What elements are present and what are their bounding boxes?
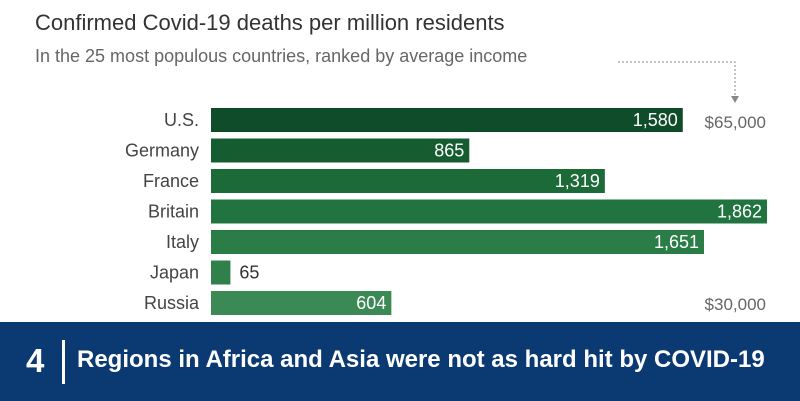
income-annotation-bottom: $30,000 xyxy=(704,295,766,314)
category-label: U.S. xyxy=(164,110,199,130)
banner-divider xyxy=(62,340,65,384)
arrow-down-icon xyxy=(731,96,739,103)
caption-banner: 4 Regions in Africa and Asia were not as… xyxy=(0,322,800,401)
category-label: Britain xyxy=(148,202,199,222)
bar-chart: U.S. 1,580 Germany 865 France 1,319 Britain 1,8… xyxy=(125,61,767,315)
value-label: 1,319 xyxy=(555,171,600,191)
banner-caption: Regions in Africa and Asia were not as h… xyxy=(77,346,765,373)
value-label: 1,580 xyxy=(633,110,678,130)
value-label: 65 xyxy=(239,263,259,283)
value-label: 604 xyxy=(356,293,386,313)
slide-number: 4 xyxy=(26,342,45,379)
chart-title: Confirmed Covid-19 deaths per million re… xyxy=(35,10,505,35)
value-label: 1,862 xyxy=(717,202,762,222)
bar xyxy=(211,169,605,193)
bar xyxy=(211,260,231,285)
category-label: France xyxy=(143,171,199,191)
category-label: Germany xyxy=(125,141,199,161)
category-label: Italy xyxy=(166,232,199,252)
bar xyxy=(211,108,683,132)
category-label: Japan xyxy=(150,263,199,283)
value-label: 865 xyxy=(434,141,464,161)
bar xyxy=(211,138,470,163)
bar xyxy=(211,199,767,224)
bar xyxy=(211,230,704,254)
bar xyxy=(211,291,392,315)
income-annotation-top: $65,000 xyxy=(704,113,766,132)
chart-subtitle: In the 25 most populous countries, ranke… xyxy=(35,46,528,66)
value-label: 1,651 xyxy=(654,232,699,252)
category-label: Russia xyxy=(144,293,200,313)
income-arrow-line xyxy=(618,61,736,98)
